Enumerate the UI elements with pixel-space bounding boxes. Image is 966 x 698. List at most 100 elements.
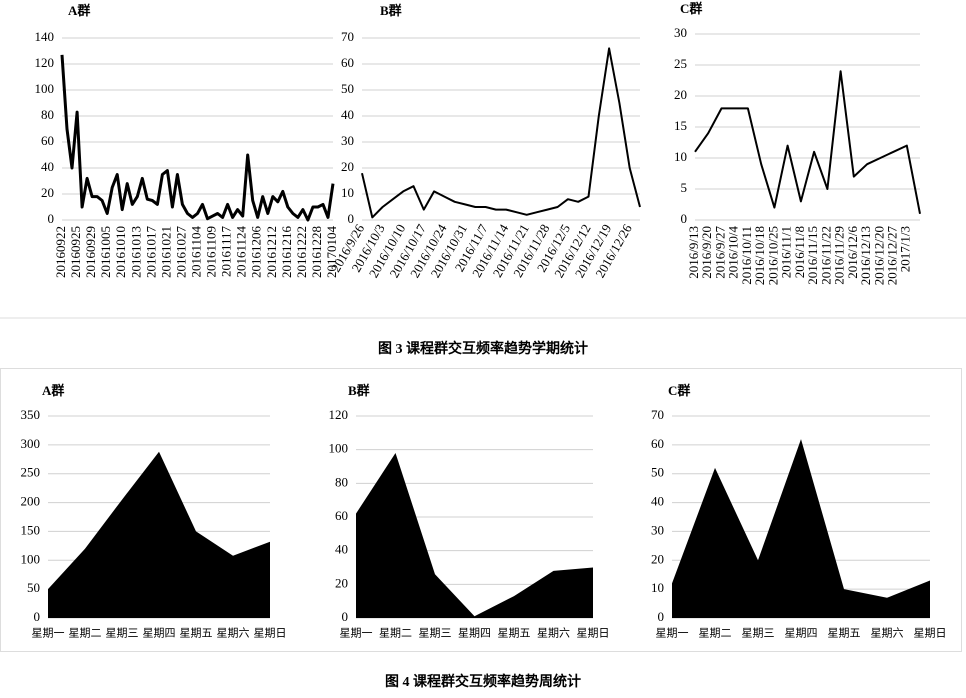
y-tick-label: 70 <box>651 407 664 422</box>
x-tick-label: 2016/11/8 <box>792 226 807 278</box>
x-tick-label: 20161021 <box>158 226 173 278</box>
y-tick-label: 50 <box>341 81 354 96</box>
x-tick-label: 20160922 <box>53 226 68 278</box>
y-tick-label: 0 <box>658 609 665 624</box>
y-tick-label: 20 <box>41 185 54 200</box>
x-tick-label: 2016/11/1 <box>779 226 794 278</box>
y-tick-label: 30 <box>341 133 354 148</box>
x-tick-label: 2016/9/27 <box>712 226 727 279</box>
y-tick-label: 0 <box>681 211 688 226</box>
x-tick-label: 2016/11/29 <box>832 226 847 285</box>
line <box>60 54 335 222</box>
x-tick-label: 2016/11/22 <box>818 226 833 285</box>
x-tick-label: 星期三 <box>742 627 775 640</box>
y-tick-label: 25 <box>674 56 687 71</box>
x-tick-label: 2016/10/11 <box>739 226 754 285</box>
y-tick-label: 50 <box>651 465 664 480</box>
x-tick-label: 星期二 <box>699 627 732 640</box>
y-tick-label: 60 <box>651 436 664 451</box>
chart-title: C群 <box>680 1 702 16</box>
x-tick-label: 星期日 <box>254 627 287 640</box>
y-tick-label: 100 <box>21 551 41 566</box>
frame <box>0 368 962 652</box>
x-tick-label: 20161017 <box>143 226 158 279</box>
x-tick-label: 2016/9/13 <box>686 226 701 279</box>
chart-title: B群 <box>380 3 402 18</box>
x-tick-label: 2016/12/6 <box>845 226 860 279</box>
y-tick-label: 100 <box>35 81 55 96</box>
x-tick-label: 2016/10/18 <box>752 226 767 285</box>
y-tick-label: 50 <box>27 580 40 595</box>
x-tick-label: 2016/12/20 <box>871 226 886 285</box>
x-tick-label: 20161222 <box>294 226 309 278</box>
x-tick-label: 20161117 <box>219 226 234 278</box>
caption: 图 3 课程群交互频率趋势学期统计 <box>378 340 588 357</box>
x-tick-label: 2016/9/20 <box>699 226 714 279</box>
x-tick-label: 2016/12/13 <box>858 226 873 285</box>
x-tick-label: 20161124 <box>234 226 249 278</box>
x-tick-label: 星期一 <box>340 627 373 640</box>
y-tick-label: 20 <box>651 551 664 566</box>
x-tick-label: 星期二 <box>379 627 412 640</box>
y-tick-label: 0 <box>34 609 41 624</box>
y-tick-label: 20 <box>674 87 687 102</box>
x-tick-label: 20161216 <box>279 226 294 279</box>
x-tick-label: 20160929 <box>83 226 98 278</box>
x-tick-label: 星期日 <box>577 627 610 640</box>
x-tick-label: 星期二 <box>69 627 102 640</box>
y-tick-label: 20 <box>335 575 348 590</box>
x-tick-label: 2016/10/25 <box>765 226 780 285</box>
y-tick-label: 200 <box>21 494 41 509</box>
x-tick-label: 2016/11/15 <box>805 226 820 285</box>
chart-title: C群 <box>668 383 690 398</box>
x-tick-label: 星期六 <box>871 627 904 640</box>
y-tick-label: 40 <box>41 159 54 174</box>
x-tick-label: 2017/1/3 <box>898 226 913 272</box>
y-tick-label: 10 <box>651 580 664 595</box>
y-tick-label: 140 <box>35 29 55 44</box>
y-tick-label: 80 <box>41 107 54 122</box>
y-tick-label: 10 <box>674 149 687 164</box>
caption: 图 4 课程群交互频率趋势周统计 <box>385 673 581 690</box>
y-tick-label: 40 <box>341 107 354 122</box>
x-tick-label: 星期五 <box>828 627 861 640</box>
y-tick-label: 100 <box>329 441 349 456</box>
y-tick-label: 10 <box>341 185 354 200</box>
x-tick-label: 星期三 <box>106 627 139 640</box>
y-tick-label: 70 <box>341 29 354 44</box>
x-tick-label: 2016/10/4 <box>726 226 741 279</box>
y-tick-label: 0 <box>348 211 355 226</box>
x-tick-label: 20160925 <box>68 226 83 278</box>
line <box>694 70 921 214</box>
x-tick-label: 20161010 <box>113 226 128 278</box>
x-tick-label: 星期五 <box>180 627 213 640</box>
y-tick-label: 5 <box>681 180 688 195</box>
line <box>361 47 641 219</box>
x-tick-label: 2016/12/27 <box>885 226 900 286</box>
x-tick-label: 星期六 <box>537 627 570 640</box>
y-tick-label: 80 <box>335 474 348 489</box>
y-tick-label: 350 <box>21 407 41 422</box>
x-tick-label: 星期一 <box>32 627 65 640</box>
x-tick-label: 20161027 <box>173 226 188 279</box>
x-tick-label: 20161206 <box>249 226 264 279</box>
chart-title: A群 <box>68 3 90 18</box>
x-tick-label: 星期三 <box>419 627 452 640</box>
area <box>672 439 930 618</box>
y-tick-label: 300 <box>21 436 41 451</box>
y-tick-label: 60 <box>335 508 348 523</box>
x-tick-label: 星期四 <box>785 627 818 640</box>
x-tick-label: 20161013 <box>128 226 143 278</box>
y-tick-label: 40 <box>651 494 664 509</box>
y-tick-label: 0 <box>342 609 349 624</box>
x-tick-label: 星期五 <box>498 627 531 640</box>
x-tick-label: 星期六 <box>217 627 250 640</box>
y-tick-label: 120 <box>329 407 349 422</box>
chart-title: A群 <box>42 383 64 398</box>
y-tick-label: 60 <box>41 133 54 148</box>
area <box>356 453 593 618</box>
x-tick-label: 星期四 <box>458 627 491 640</box>
x-tick-label: 星期四 <box>143 627 176 640</box>
y-tick-label: 60 <box>341 55 354 70</box>
